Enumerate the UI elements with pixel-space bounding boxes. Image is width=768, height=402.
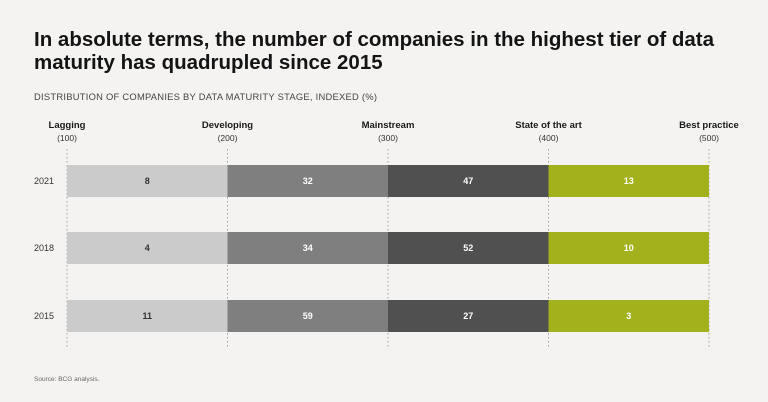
bar-2018-state-of-the-art: [548, 232, 709, 264]
source-note: Source: BCG analysis.: [34, 376, 100, 383]
bar-label-2018-developing: 34: [303, 243, 313, 253]
bar-label-2015-developing: 59: [303, 311, 313, 321]
stage-value-state-of-the-art: (400): [539, 133, 559, 143]
stage-label-best-practice: Best practice: [679, 120, 739, 131]
stage-label-developing: Developing: [202, 120, 253, 131]
bar-2021-state-of-the-art: [548, 165, 709, 197]
bar-label-2015-mainstream: 27: [463, 311, 473, 321]
bar-2015-state-of-the-art: [548, 300, 709, 332]
bar-label-2018-state-of-the-art: 10: [624, 243, 634, 253]
bar-label-2021-state-of-the-art: 13: [624, 176, 634, 186]
bar-2021-lagging: [67, 165, 228, 197]
stage-label-lagging: Lagging: [49, 120, 86, 131]
bar-label-2021-developing: 32: [303, 176, 313, 186]
chart-title: In absolute terms, the number of compani…: [34, 28, 715, 74]
year-label-2018: 2018: [34, 243, 54, 253]
bar-2015-lagging: [67, 300, 228, 332]
bar-label-2018-mainstream: 52: [463, 243, 473, 253]
stage-value-lagging: (100): [57, 133, 77, 143]
bar-2021-developing: [227, 165, 388, 197]
year-label-2015: 2015: [34, 311, 54, 321]
bar-label-2021-lagging: 8: [145, 176, 150, 186]
bar-label-2018-lagging: 4: [145, 243, 150, 253]
bar-label-2021-mainstream: 47: [463, 176, 473, 186]
bar-label-2015-state-of-the-art: 3: [626, 311, 631, 321]
bar-2015-developing: [227, 300, 388, 332]
bar-2018-mainstream: [388, 232, 549, 264]
bar-2018-lagging: [67, 232, 228, 264]
stage-value-mainstream: (300): [378, 133, 398, 143]
bar-2021-mainstream: [388, 165, 549, 197]
year-label-2021: 2021: [34, 176, 54, 186]
stage-value-best-practice: (500): [699, 133, 719, 143]
stage-label-mainstream: Mainstream: [362, 120, 415, 131]
stage-value-developing: (200): [218, 133, 238, 143]
bar-2015-mainstream: [388, 300, 549, 332]
bar-2018-developing: [227, 232, 388, 264]
chart-subtitle: DISTRIBUTION OF COMPANIES BY DATA MATURI…: [34, 91, 378, 102]
bar-label-2015-lagging: 11: [142, 311, 152, 321]
stage-label-state-of-the-art: State of the art: [515, 120, 582, 131]
